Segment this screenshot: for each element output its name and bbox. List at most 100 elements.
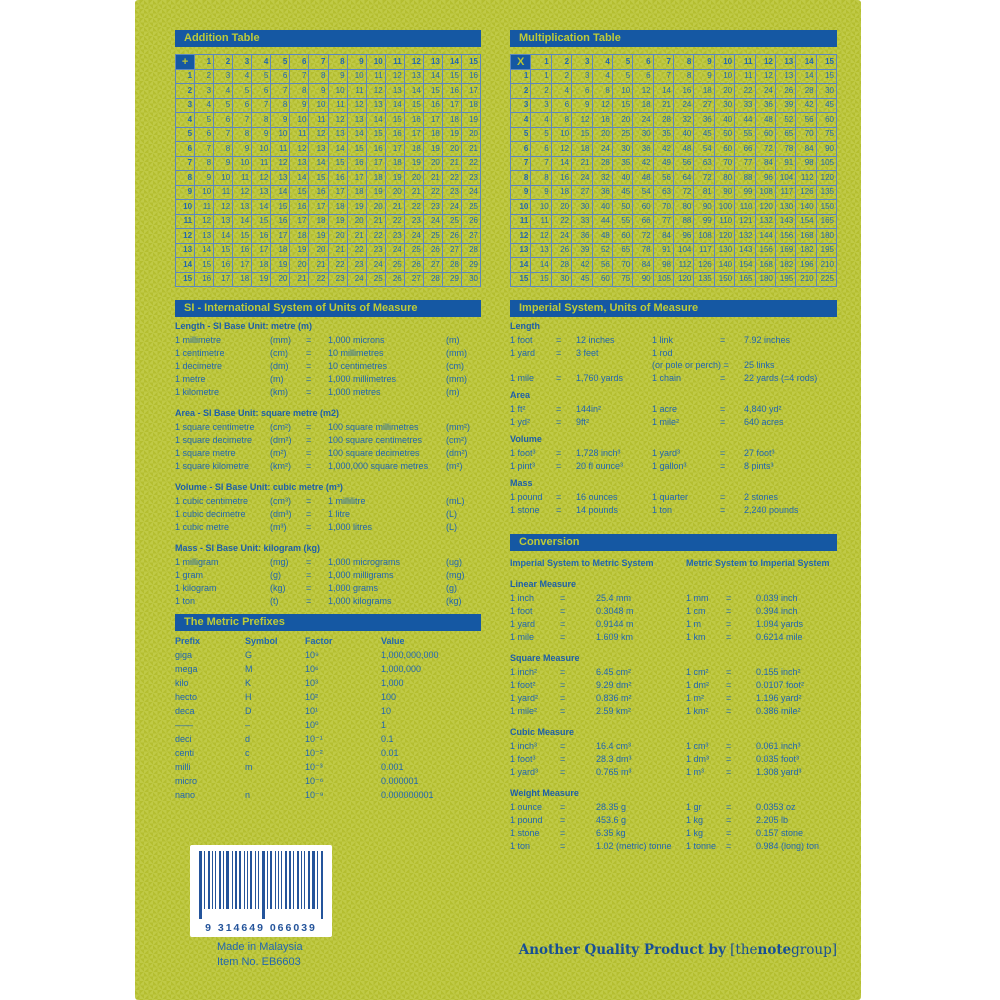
cell: 54 [693,141,715,157]
cell: (m²) [446,461,463,471]
cell: 15 [611,97,634,113]
cell: 1 m² [686,693,704,703]
cell: 1 kg [686,828,704,838]
cell: 1 cm² [686,667,709,677]
cell: 60 [713,141,736,157]
cell: 30 [460,271,482,287]
cell: nano [175,790,196,800]
cell: = [720,448,726,458]
cell: 10 [251,141,272,157]
cell: 21 [308,257,329,273]
cell: 11 [251,155,272,171]
prefix-row: kilo K 10³ 1,000 [175,676,481,690]
cell: 44 [591,213,613,229]
cell: 1 centimetre [175,348,225,358]
cell: 1 link [652,335,674,345]
cell: 0.000001 [381,776,419,786]
data-row: 1 square metre (m²) = 100 square decimetres… [175,447,481,460]
cell: 18 [632,97,654,113]
cell: 1 mile [510,632,535,642]
cell: 75 [611,271,634,287]
cell: 18 [232,271,253,287]
cell: 18 [550,184,573,200]
cell: 1 dm² [686,680,710,690]
column-header: Symbol [245,636,278,646]
col-header: 1 [194,54,215,70]
cell: 1.02 (metric) tonne [596,841,672,851]
cell: 20 fl ounce³ [576,460,624,471]
cell: 18 [346,184,367,200]
cell: = [306,335,312,345]
cell: 70 [713,155,736,171]
cell: 1 tonne [686,841,717,851]
metric-prefixes-section: Prefix Symbol Factor Value giga G 10⁹ 1,000,000… [175,634,481,802]
cell: (dm²) [270,435,292,445]
cell: 144in² [576,404,602,414]
cell: = [726,767,732,777]
cell: 18 [403,141,424,157]
cell: centi [175,748,195,758]
table-row: 3 3 6 9 12 15 18 21 24 27 30 33 36 39 42 45 [509,97,838,113]
cell: = [306,448,312,458]
cell: 42 [795,97,817,113]
cell: 117 [693,242,715,258]
cell: 15 [815,68,838,84]
col-header: 9 [346,54,367,70]
cell: 24 [754,83,776,99]
cell: 56 [672,155,695,171]
cell: 12 [232,184,253,200]
cell: 180 [754,271,776,287]
col-header: 6 [632,54,654,70]
cell: 104 [672,242,695,258]
cell: 24 [591,141,613,157]
addition-table-header: Addition Table [175,30,481,47]
cell: 12 [754,68,776,84]
cell: 0.035 foot³ [756,754,800,764]
cell: 48 [591,228,613,244]
cell: 23 [346,257,367,273]
cell: 1 mile [510,372,535,383]
cell: = [726,741,732,751]
cell: 72 [632,228,654,244]
col-header: 8 [327,54,348,70]
cell: 11 [365,68,386,84]
cell: 10⁻⁹ [305,790,324,800]
table-row: 9 9 18 27 36 45 54 63 72 81 90 99 108 117 126 135 [509,184,838,200]
cell: 6 [530,141,552,157]
cell: 13 [194,228,215,244]
cell: 17 [365,155,386,171]
cell: 23 [365,242,386,258]
cell: 24 [441,199,462,215]
cell: 156 [754,242,776,258]
col-header: 1 [530,54,552,70]
cell: 26 [403,257,424,273]
data-row: 1 yard = 3 feet 1 rod [510,347,837,360]
barcode-bar [199,851,202,919]
cell: 56 [591,257,613,273]
cell: 14 [308,155,329,171]
cell: 9 [213,155,234,171]
prefix-row: nano n 10⁻⁹ 0.000000001 [175,788,481,802]
cell: 10 [327,83,348,99]
cell: 28 [652,112,675,128]
cell: (g) [270,570,281,580]
cell: 1 kg [686,815,704,825]
cell: 165 [815,213,838,229]
cell: 36 [591,184,613,200]
cell: 4 [591,68,613,84]
cell: 70 [611,257,634,273]
cell: 0.155 inch² [756,667,801,677]
cell: (kg) [270,583,286,593]
cell: = [726,667,732,677]
cell: 18 [571,141,593,157]
data-row: 1 square centimetre (cm²) = 100 square mill… [175,421,481,434]
barcode-bar [304,851,306,909]
cell: 15 [194,257,215,273]
cell: 56 [652,170,675,186]
cell: 23 [441,184,462,200]
cell: 1 litre [328,509,351,519]
data-row: 1 foot³ = 28.3 dm³ 1 dm³ = 0.035 foot³ [510,753,837,766]
cell: 21 [571,155,593,171]
cell: 1,000,000 [381,664,422,674]
prefix-row: giga G 10⁹ 1,000,000,000 [175,648,481,662]
